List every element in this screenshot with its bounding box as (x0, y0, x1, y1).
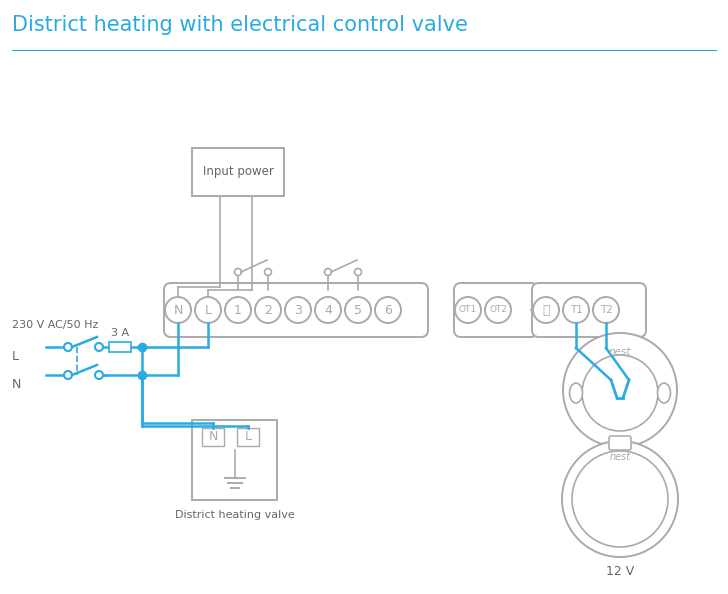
Circle shape (264, 268, 272, 276)
Text: 12 V: 12 V (606, 565, 634, 578)
Text: 230 V AC/50 Hz: 230 V AC/50 Hz (12, 320, 98, 330)
Circle shape (64, 371, 72, 379)
Circle shape (64, 343, 72, 351)
Text: OT1: OT1 (459, 305, 477, 314)
Text: District heating with electrical control valve: District heating with electrical control… (12, 15, 468, 35)
Text: L: L (205, 304, 212, 317)
Circle shape (533, 297, 559, 323)
Circle shape (355, 268, 362, 276)
Text: OT2: OT2 (489, 305, 507, 314)
Circle shape (165, 297, 191, 323)
Circle shape (485, 297, 511, 323)
Text: nest: nest (609, 347, 631, 357)
Text: T1: T1 (569, 305, 582, 315)
Circle shape (563, 333, 677, 447)
Text: 3: 3 (294, 304, 302, 317)
Circle shape (195, 297, 221, 323)
Circle shape (563, 297, 589, 323)
Circle shape (95, 343, 103, 351)
FancyBboxPatch shape (192, 148, 284, 196)
Text: 1: 1 (234, 304, 242, 317)
Text: District heating valve: District heating valve (175, 510, 294, 520)
Text: L: L (245, 431, 251, 444)
Circle shape (234, 268, 242, 276)
Circle shape (582, 355, 658, 431)
Circle shape (593, 297, 619, 323)
Ellipse shape (569, 383, 582, 403)
Text: T2: T2 (600, 305, 612, 315)
FancyBboxPatch shape (192, 420, 277, 500)
FancyBboxPatch shape (202, 428, 224, 446)
Text: 3 A: 3 A (111, 328, 129, 338)
Text: ⏚: ⏚ (542, 304, 550, 317)
Circle shape (455, 297, 481, 323)
FancyBboxPatch shape (237, 428, 259, 446)
Ellipse shape (657, 383, 670, 403)
Text: N: N (12, 378, 21, 391)
FancyBboxPatch shape (164, 283, 428, 337)
Text: Input power: Input power (202, 166, 274, 179)
Text: 6: 6 (384, 304, 392, 317)
Circle shape (375, 297, 401, 323)
Text: 5: 5 (354, 304, 362, 317)
Circle shape (225, 297, 251, 323)
Text: N: N (173, 304, 183, 317)
Circle shape (255, 297, 281, 323)
Text: nest: nest (609, 452, 630, 462)
Circle shape (562, 441, 678, 557)
Circle shape (572, 451, 668, 547)
FancyBboxPatch shape (454, 283, 538, 337)
Text: L: L (12, 350, 19, 364)
Circle shape (95, 371, 103, 379)
Text: 4: 4 (324, 304, 332, 317)
FancyBboxPatch shape (109, 342, 131, 352)
Circle shape (285, 297, 311, 323)
FancyBboxPatch shape (609, 436, 631, 450)
Text: N: N (208, 431, 218, 444)
Circle shape (345, 297, 371, 323)
Circle shape (325, 268, 331, 276)
Text: 2: 2 (264, 304, 272, 317)
Circle shape (315, 297, 341, 323)
FancyBboxPatch shape (532, 283, 646, 337)
